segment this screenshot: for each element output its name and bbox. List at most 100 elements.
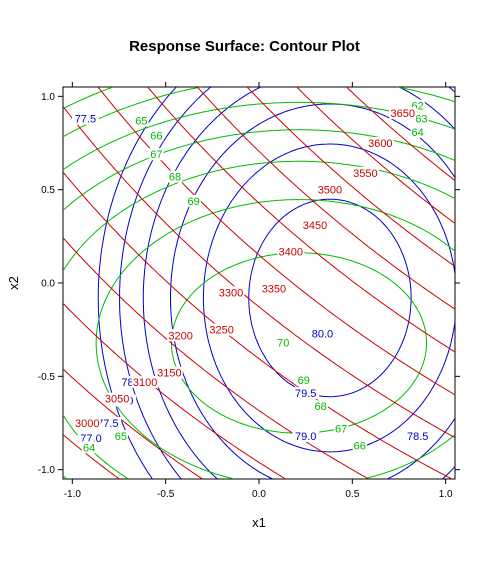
contour-label-bg <box>103 392 131 405</box>
contour-label: 67 <box>150 149 162 161</box>
x-tick-label: 1.0 <box>439 489 453 500</box>
contour-label: 69 <box>298 375 310 387</box>
contour-lines <box>63 87 455 479</box>
contour-label: 79.0 <box>295 431 316 443</box>
contour-label-bg <box>156 366 183 379</box>
contour-line-78 <box>119 87 455 479</box>
contour-line-3400 <box>97 87 455 396</box>
y-tick-label: -1.0 <box>38 465 56 476</box>
contour-label: 64 <box>83 442 95 454</box>
contour-label-bg <box>217 286 245 299</box>
contour-label: 3000 <box>75 418 99 430</box>
contour-line-78.5 <box>142 87 455 479</box>
x-tick-label: -1.0 <box>64 489 82 500</box>
contour-line-3350 <box>63 106 455 439</box>
contour-label: 3100 <box>133 377 157 389</box>
contour-line-3200 <box>63 302 286 479</box>
contour-label: 3600 <box>368 138 392 150</box>
contour-line-64 <box>63 87 114 110</box>
contour-label-bg <box>404 430 432 443</box>
contour-label-bg <box>296 374 311 387</box>
x-tick-label: -0.5 <box>157 489 175 500</box>
contour-label: 63 <box>415 114 427 126</box>
contour-line-79.5 <box>202 143 455 453</box>
contour-label: 69 <box>188 196 200 208</box>
contour-label: 80.0 <box>312 328 333 340</box>
contour-label: 3300 <box>219 287 243 299</box>
contour-label-bg <box>389 107 417 120</box>
y-tick-label: -0.5 <box>38 372 56 383</box>
contour-label-bg <box>366 137 394 149</box>
contour-label-bg <box>414 112 429 125</box>
contour-label-bg <box>73 417 101 429</box>
contour-line-3250 <box>63 237 370 479</box>
contour-label: 3650 <box>390 108 414 120</box>
contour-label-bg <box>333 422 349 435</box>
contour-line-80 <box>248 198 412 398</box>
contour-line-3450 <box>147 87 455 353</box>
contour-label-bg <box>301 219 329 232</box>
contour-line-70 <box>171 252 427 434</box>
contour-line-3500 <box>197 87 455 310</box>
y-tick-label: 0.0 <box>41 279 55 290</box>
contour-label: 3050 <box>105 394 129 406</box>
contour-label-bg <box>260 282 288 295</box>
contour-line-67 <box>63 129 455 479</box>
contour-line-3650 <box>346 87 455 181</box>
contour-label: 68 <box>169 172 181 184</box>
contour-label: 65 <box>115 431 127 443</box>
contour-label-bg <box>81 441 97 454</box>
contour-label: 65 <box>135 116 147 128</box>
contour-label: 3150 <box>157 368 181 380</box>
contour-label-bg <box>149 148 164 161</box>
contour-line-3600 <box>296 87 455 224</box>
contour-label-bg <box>131 375 159 388</box>
contour-label-bg <box>77 431 105 444</box>
contour-line-65 <box>63 87 455 138</box>
contour-label-bg <box>167 170 183 183</box>
contour-label-bg <box>134 114 149 127</box>
contour-label-bg <box>113 430 129 443</box>
contour-line-3100 <box>63 434 120 479</box>
contour-label-bg <box>277 245 305 258</box>
contour-label-bg <box>352 166 379 179</box>
contour-label: 78.5 <box>407 431 428 443</box>
y-tick-label: 0.5 <box>41 185 55 196</box>
contour-label: 3200 <box>168 330 192 342</box>
contour-label: 64 <box>412 127 424 139</box>
contour-line-79 <box>170 103 455 479</box>
contour-label-bg <box>313 400 328 413</box>
x-axis-label: x1 <box>252 515 266 530</box>
contour-label-bg <box>72 112 99 125</box>
contour-label-bg <box>352 439 367 452</box>
contour-label-bg <box>208 323 236 336</box>
contour-line-3550 <box>246 87 455 267</box>
contour-label: 3550 <box>353 168 377 180</box>
contour-label: 79.5 <box>295 388 316 400</box>
contour-label-bg <box>149 129 164 142</box>
contour-label: 3250 <box>209 325 233 337</box>
chart-title: Response Surface: Contour Plot <box>129 38 360 55</box>
contour-label: 68 <box>314 401 326 413</box>
contour-label: 77.5 <box>97 418 118 430</box>
contour-label: 3350 <box>262 284 286 296</box>
contour-label-bg <box>276 336 291 349</box>
contour-line-69 <box>95 199 455 479</box>
contour-labels: 77.578.578.079.079.580.077.077.578.56263… <box>72 99 432 454</box>
y-tick-label: 1.0 <box>41 92 55 103</box>
contour-label: 67 <box>335 424 347 436</box>
axes: -1.0 -0.5 0.0 0.5 1.0 -1.0 -0.5 0.0 0.5 1.0 <box>38 82 460 500</box>
contour-label: 70 <box>277 338 289 350</box>
contour-label-bg <box>167 329 194 342</box>
contour-label-bg <box>410 125 425 138</box>
contour-label-bg <box>316 183 344 196</box>
contour-label-bg <box>292 387 320 400</box>
contour-label: 3450 <box>303 220 327 232</box>
contour-label: 66 <box>354 440 366 452</box>
contour-label: 66 <box>150 131 162 143</box>
contour-label-bg <box>186 194 201 207</box>
contour-label: 77.5 <box>75 114 96 126</box>
contour-label: 3400 <box>278 246 302 258</box>
contour-label-bg <box>292 430 320 443</box>
